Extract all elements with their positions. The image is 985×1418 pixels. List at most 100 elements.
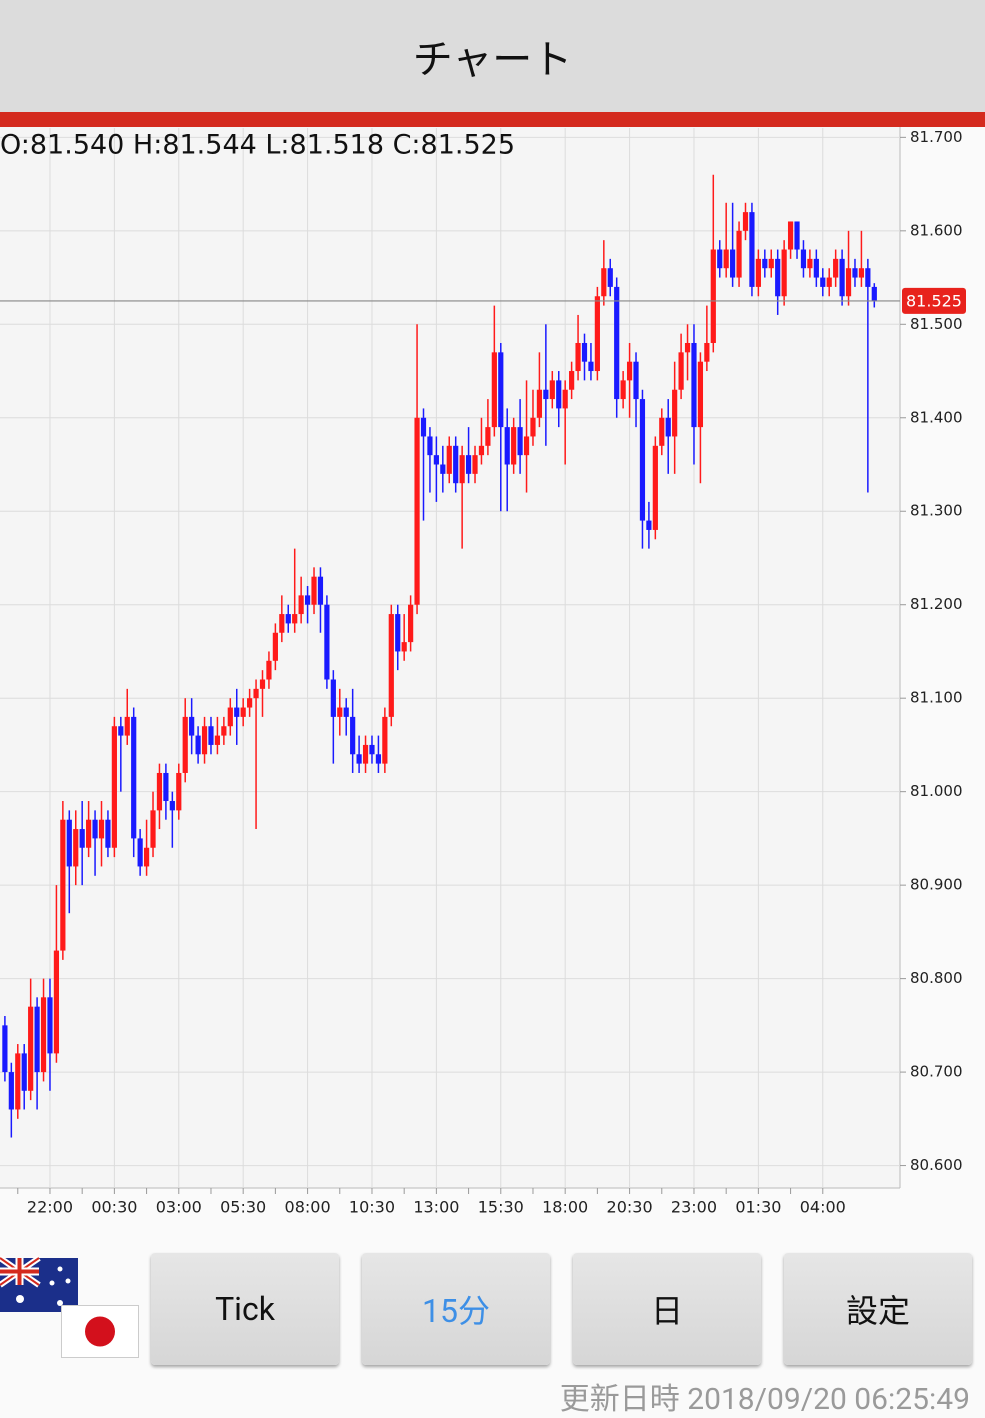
candle-body bbox=[433, 455, 439, 465]
y-tick-label: 80.600 bbox=[910, 1156, 963, 1174]
y-tick-label: 81.700 bbox=[910, 128, 963, 146]
tick-button[interactable]: Tick bbox=[151, 1253, 339, 1365]
candle-body bbox=[131, 716, 137, 839]
aud-flag bbox=[0, 1255, 78, 1312]
candle-body bbox=[182, 716, 188, 773]
candle-body bbox=[15, 1053, 21, 1110]
plot-area bbox=[0, 127, 900, 1188]
candle-body bbox=[556, 380, 562, 409]
interval-button[interactable]: 15分 bbox=[362, 1253, 550, 1365]
candle-body bbox=[34, 1006, 40, 1073]
candle-body bbox=[478, 445, 485, 456]
candle-body bbox=[86, 819, 92, 848]
candle-body bbox=[259, 679, 266, 689]
last-price-label: 81.525 bbox=[906, 291, 962, 310]
candle-body bbox=[124, 716, 130, 736]
candle-body bbox=[517, 427, 523, 456]
candle-body bbox=[304, 595, 311, 605]
y-tick-label: 81.000 bbox=[910, 782, 963, 800]
candle-body bbox=[453, 445, 459, 484]
x-tick-label: 22:00 bbox=[27, 1198, 73, 1217]
candle-body bbox=[755, 258, 761, 287]
candle-body bbox=[523, 436, 530, 456]
y-tick-label: 81.300 bbox=[910, 502, 963, 520]
x-tick-label: 18:00 bbox=[542, 1198, 588, 1217]
candle-body bbox=[697, 361, 704, 428]
candle-body bbox=[639, 399, 646, 521]
candle-body bbox=[465, 455, 472, 474]
candle-body bbox=[614, 286, 620, 400]
candle-body bbox=[575, 342, 581, 372]
x-tick-label: 00:30 bbox=[91, 1198, 137, 1217]
candle-body bbox=[21, 1053, 27, 1091]
candle-body bbox=[459, 455, 465, 484]
candle-body bbox=[787, 221, 794, 250]
candle-body bbox=[820, 277, 826, 287]
day-button[interactable]: 日 bbox=[573, 1253, 761, 1365]
candle-body bbox=[826, 277, 832, 287]
jpy-flag bbox=[61, 1305, 139, 1358]
settings-button[interactable]: 設定 bbox=[784, 1253, 972, 1365]
candle-body bbox=[736, 230, 742, 278]
candle-body bbox=[775, 258, 781, 297]
candle-body bbox=[169, 801, 175, 811]
candle-body bbox=[440, 464, 446, 474]
candle-body bbox=[92, 819, 98, 839]
candle-body bbox=[214, 735, 221, 745]
candle-body bbox=[317, 576, 324, 605]
candle-body bbox=[79, 829, 85, 848]
candle-body bbox=[485, 427, 491, 446]
candle-body bbox=[28, 1006, 34, 1091]
candle-body bbox=[337, 707, 343, 717]
candle-body bbox=[569, 371, 575, 390]
candle-body bbox=[498, 352, 504, 428]
candle-body bbox=[73, 829, 79, 867]
candle-body bbox=[137, 838, 143, 867]
candle-body bbox=[118, 726, 124, 736]
candle-body bbox=[221, 726, 227, 736]
candle-body bbox=[594, 296, 600, 372]
candle-body bbox=[111, 726, 117, 848]
candle-body bbox=[285, 614, 291, 624]
candle-body bbox=[852, 268, 858, 278]
candle-body bbox=[66, 819, 72, 867]
currency-flags bbox=[0, 1255, 139, 1358]
y-tick-label: 81.600 bbox=[910, 221, 963, 239]
candle-body bbox=[292, 614, 298, 624]
candle-body bbox=[208, 726, 214, 745]
x-tick-label: 15:30 bbox=[478, 1198, 524, 1217]
candle-body bbox=[156, 772, 163, 811]
candle-body bbox=[723, 249, 729, 269]
candle-body bbox=[369, 744, 375, 755]
x-tick-label: 03:00 bbox=[156, 1198, 202, 1217]
candle-body bbox=[730, 249, 736, 278]
candle-body bbox=[672, 389, 678, 437]
y-tick-label: 81.200 bbox=[910, 595, 963, 613]
candle-body bbox=[530, 417, 536, 437]
y-tick-label: 80.900 bbox=[910, 876, 963, 894]
candle-body bbox=[536, 389, 543, 418]
candle-body bbox=[247, 698, 253, 708]
candle-body bbox=[388, 614, 394, 717]
candle-body bbox=[2, 1025, 8, 1073]
candle-body bbox=[652, 445, 658, 530]
candle-body bbox=[343, 707, 349, 717]
candle-body bbox=[362, 744, 369, 764]
candle-body bbox=[330, 679, 336, 717]
candle-body bbox=[227, 707, 233, 727]
candle-body bbox=[401, 642, 407, 652]
candle-body bbox=[762, 258, 768, 269]
ohlc-info: O:81.540 H:81.544 L:81.518 C:81.525 bbox=[0, 130, 515, 161]
candle-body bbox=[646, 520, 652, 530]
candle-body bbox=[581, 342, 588, 362]
candle-body bbox=[691, 342, 697, 428]
chart: 80.600 80.700 80.800 80.900 81.000 81.100 81.2… bbox=[0, 127, 966, 1217]
candle-body bbox=[491, 352, 497, 428]
candle-body bbox=[395, 614, 401, 652]
candle-body bbox=[234, 707, 240, 717]
y-tick-label: 80.700 bbox=[910, 1063, 963, 1081]
y-tick-label: 80.800 bbox=[910, 969, 963, 987]
candle-body bbox=[845, 268, 852, 297]
candle-body bbox=[279, 614, 285, 633]
